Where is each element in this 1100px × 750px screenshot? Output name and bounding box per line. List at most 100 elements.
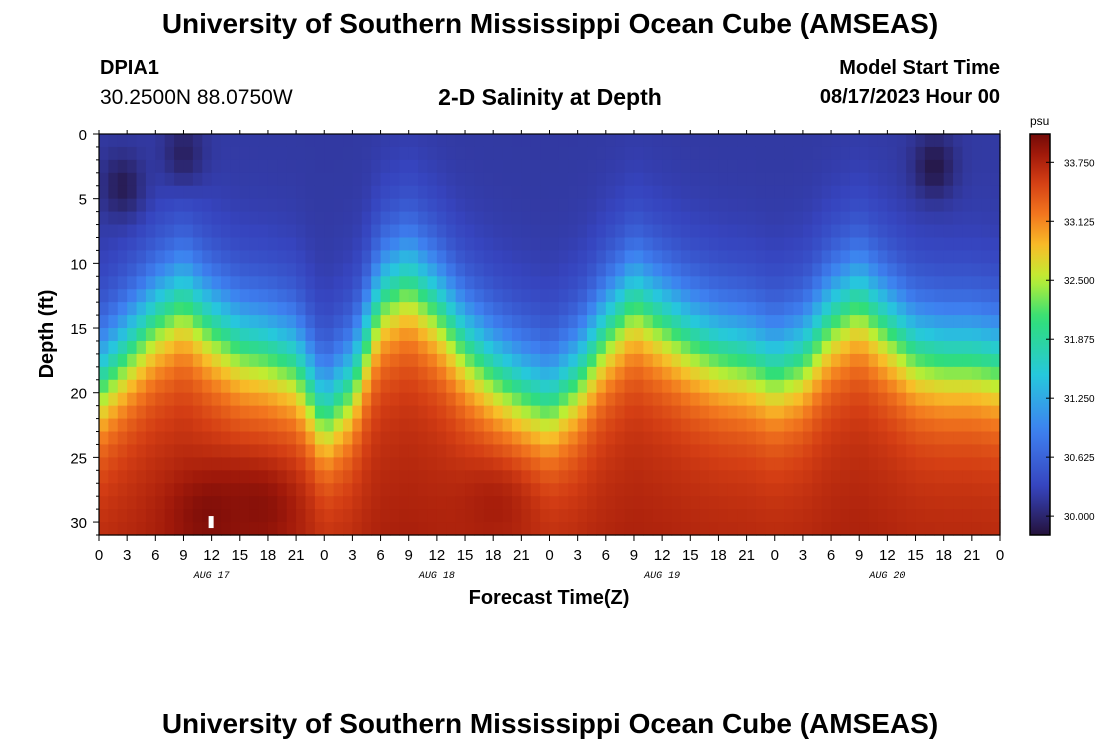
heatmap-cell (483, 483, 494, 497)
heatmap-cell (474, 134, 485, 148)
heatmap-cell (99, 224, 109, 239)
heatmap-cell (183, 496, 194, 510)
heatmap-cell (277, 366, 288, 381)
heatmap-cell (746, 289, 757, 303)
heatmap-cell (361, 405, 372, 420)
heatmap-cell (915, 302, 926, 316)
heatmap-cell (521, 302, 532, 316)
heatmap-cell (183, 418, 194, 433)
heatmap-cell (727, 134, 738, 148)
heatmap-cell (465, 509, 476, 523)
heatmap-cell (183, 315, 194, 329)
heatmap-cell (587, 250, 598, 264)
heatmap-cell (849, 276, 860, 290)
heatmap-cell (784, 405, 795, 420)
heatmap-cell (840, 211, 851, 226)
heatmap-cell (127, 509, 138, 523)
heatmap-cell (418, 522, 429, 536)
heatmap-cell (953, 457, 964, 471)
heatmap-cell (277, 211, 288, 226)
heatmap-cell (943, 379, 954, 394)
heatmap-cell (662, 302, 673, 316)
heatmap-cell (558, 366, 569, 381)
heatmap-cell (624, 276, 635, 290)
heatmap-cell (192, 483, 203, 497)
heatmap-cell (108, 302, 119, 316)
heatmap-cell (465, 198, 476, 213)
heatmap-cell (267, 328, 278, 342)
heatmap-cell (174, 146, 185, 161)
heatmap-cell (990, 457, 1001, 471)
heatmap-cell (587, 211, 598, 226)
y-tick-label: 5 (79, 192, 87, 209)
heatmap-cell (343, 405, 354, 420)
heatmap-cell (906, 302, 917, 316)
heatmap-cell (493, 496, 504, 510)
heatmap-cell (352, 496, 363, 510)
heatmap-cell (155, 522, 166, 536)
heatmap-cell (587, 159, 598, 174)
heatmap-cell (192, 328, 203, 342)
heatmap-cell (521, 509, 532, 523)
heatmap-cell (511, 250, 522, 264)
heatmap-cell (906, 237, 917, 252)
heatmap-cell (915, 444, 926, 458)
heatmap-cell (596, 224, 607, 239)
heatmap-cell (868, 198, 879, 213)
heatmap-cell (953, 509, 964, 523)
heatmap-cell (877, 211, 888, 226)
heatmap-cell (324, 302, 335, 316)
heatmap-cell (755, 457, 766, 471)
heatmap-cell (221, 211, 231, 226)
heatmap-cell (399, 146, 410, 161)
heatmap-cell (662, 198, 673, 213)
heatmap-cell (427, 159, 438, 174)
heatmap-cell (418, 379, 429, 394)
heatmap-cell (314, 224, 325, 239)
heatmap-cell (99, 250, 109, 264)
heatmap-cell (286, 418, 297, 433)
heatmap-cell (493, 211, 504, 226)
heatmap-cell (671, 250, 682, 264)
heatmap-cell (709, 470, 720, 484)
heatmap-cell (849, 237, 860, 252)
heatmap-cell (211, 470, 222, 484)
heatmap-cell (127, 353, 138, 368)
heatmap-cell (577, 224, 588, 239)
heatmap-cell (296, 509, 307, 523)
heatmap-cell (296, 470, 307, 484)
heatmap-cell (164, 224, 175, 239)
heatmap-cell (371, 211, 382, 226)
heatmap-cell (671, 444, 682, 458)
heatmap-cell (371, 457, 382, 471)
heatmap-cell (540, 379, 551, 394)
heatmap-cell (174, 483, 185, 497)
heatmap-cell (192, 250, 203, 264)
heatmap-cell (239, 470, 250, 484)
heatmap-cell (230, 159, 241, 174)
heatmap-cell (643, 263, 654, 277)
heatmap-cell (408, 134, 419, 148)
heatmap-cell (418, 353, 429, 368)
heatmap-cell (221, 146, 231, 161)
heatmap-cell (755, 237, 766, 252)
heatmap-cell (117, 418, 128, 433)
heatmap-cell (981, 198, 992, 213)
heatmap-cell (399, 340, 410, 355)
heatmap-cell (690, 353, 701, 368)
heatmap-cell (690, 392, 701, 407)
heatmap-cell (802, 379, 813, 394)
heatmap-cell (859, 146, 870, 161)
heatmap-cell (596, 211, 607, 226)
heatmap-cell (249, 418, 260, 433)
heatmap-cell (380, 470, 391, 484)
heatmap-cell (408, 198, 419, 213)
heatmap-cell (361, 444, 372, 458)
heatmap-cell (183, 328, 194, 342)
heatmap-cell (624, 522, 635, 536)
heatmap-cell (192, 379, 203, 394)
heatmap-cell (174, 340, 185, 355)
heatmap-cell (849, 483, 860, 497)
heatmap-cell (793, 159, 804, 174)
heatmap-cell (596, 509, 607, 523)
